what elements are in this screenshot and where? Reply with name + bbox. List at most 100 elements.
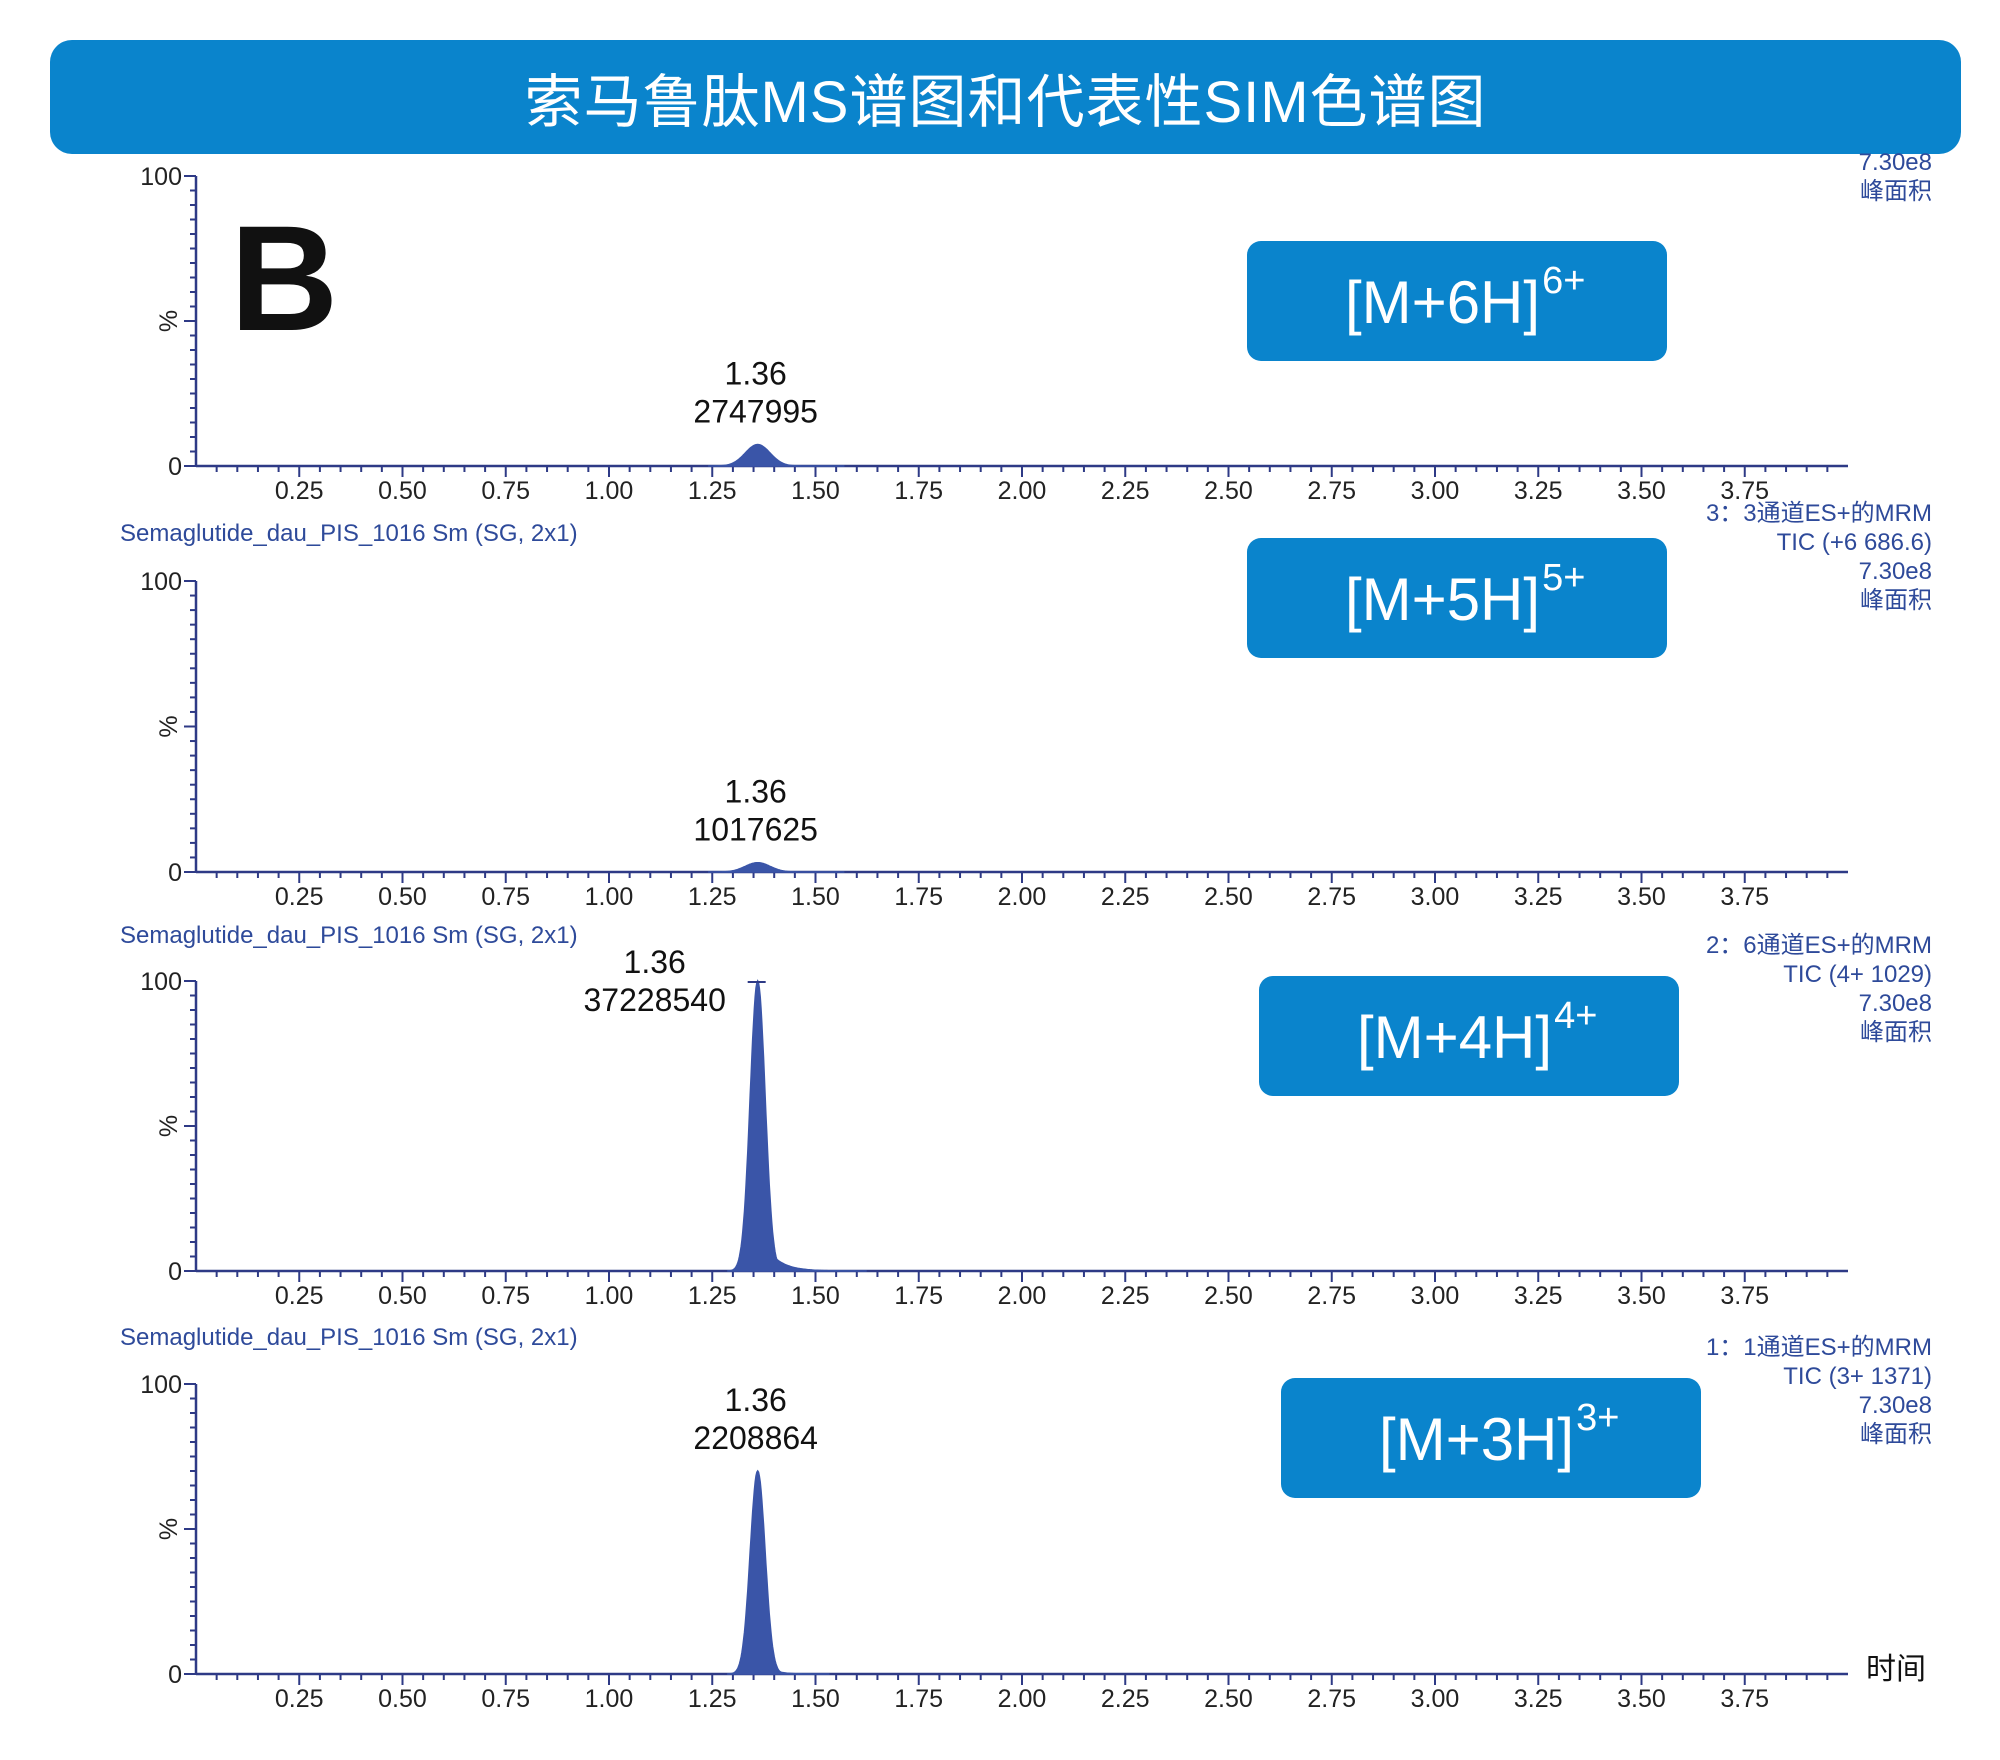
- title-banner: 索马鲁肽MS谱图和代表性SIM色谱图: [50, 40, 1961, 154]
- ion-label: [M+5H]: [1345, 566, 1540, 633]
- trace-info: 3：3通道ES+的MRM: [1706, 500, 1932, 527]
- x-tick-label: 1.75: [894, 883, 943, 911]
- x-tick-label: 0.75: [481, 1685, 530, 1713]
- x-tick-label: 3.25: [1514, 1282, 1563, 1310]
- x-tick-label: 2.50: [1204, 1685, 1253, 1713]
- x-tick-label: 2.00: [998, 883, 1047, 911]
- ion-label: [M+4H]: [1357, 1004, 1552, 1071]
- ion-label-box: [1259, 976, 1679, 1096]
- x-tick-label: 3.75: [1720, 1685, 1769, 1713]
- chart-title: 索马鲁肽MS谱图和代表性SIM色谱图: [524, 70, 1487, 135]
- trace-info: 峰面积: [1860, 1421, 1932, 1448]
- x-tick-label: 0.25: [275, 1685, 324, 1713]
- x-tick-label: 0.50: [378, 1685, 427, 1713]
- trace-info: 7.30e8: [1859, 558, 1932, 585]
- y-tick-label: 0: [168, 453, 182, 481]
- ion-label-box: [1247, 241, 1667, 361]
- x-tick-label: 3.25: [1514, 1685, 1563, 1713]
- ion-charge: 5+: [1542, 557, 1585, 599]
- x-tick-label: 3.50: [1617, 477, 1666, 505]
- x-tick-label: 2.50: [1204, 883, 1253, 911]
- trace-info: 7.30e8: [1859, 990, 1932, 1017]
- x-tick-label: 1.75: [894, 1282, 943, 1310]
- y-axis-percent-label: %: [155, 715, 183, 737]
- trace-info: TIC (4+ 1029): [1783, 961, 1932, 988]
- x-tick-label: 1.50: [791, 1685, 840, 1713]
- x-tick-label: 3.75: [1720, 1282, 1769, 1310]
- y-axis-percent-label: %: [155, 1115, 183, 1137]
- trace-info: TIC (+6 686.6): [1777, 529, 1932, 556]
- x-tick-label: 1.25: [688, 883, 737, 911]
- peak-rt-label: 1.36: [725, 774, 787, 810]
- x-tick-label: 3.50: [1617, 1685, 1666, 1713]
- x-tick-label: 1.75: [894, 1685, 943, 1713]
- x-tick-label: 3.50: [1617, 883, 1666, 911]
- ion-charge: 3+: [1576, 1397, 1619, 1439]
- y-tick-label: 0: [168, 859, 182, 887]
- trace-info: 峰面积: [1860, 587, 1932, 614]
- x-tick-label: 0.50: [378, 1282, 427, 1310]
- x-tick-label: 3.75: [1720, 883, 1769, 911]
- x-tick-label: 3.25: [1514, 883, 1563, 911]
- x-tick-label: 1.25: [688, 1685, 737, 1713]
- ion-charge: 6+: [1542, 260, 1585, 302]
- peak-area-label: 2208864: [693, 1420, 818, 1456]
- x-tick-label: 2.00: [998, 1685, 1047, 1713]
- y-axis-percent-label: %: [155, 1518, 183, 1540]
- x-tick-label: 0.75: [481, 1282, 530, 1310]
- trace-info: TIC (3+ 1371): [1783, 1363, 1932, 1390]
- y-axis-percent-label: %: [155, 310, 183, 332]
- y-tick-label: 100: [140, 968, 182, 996]
- peak-area-label: 1017625: [693, 812, 818, 848]
- y-tick-label: 100: [140, 163, 182, 191]
- sample-name: Semaglutide_dau_PIS_1016 Sm (SG, 2x1): [120, 520, 578, 547]
- x-tick-label: 3.00: [1411, 477, 1460, 505]
- peak-1: [708, 861, 845, 873]
- x-tick-label: 1.00: [585, 1282, 634, 1310]
- x-tick-label: 0.75: [481, 883, 530, 911]
- x-tick-label: 2.50: [1204, 1282, 1253, 1310]
- peak-rt-label: 1.36: [725, 356, 787, 392]
- y-tick-label: 0: [168, 1258, 182, 1286]
- x-tick-label: 2.00: [998, 477, 1047, 505]
- x-tick-label: 3.00: [1411, 1282, 1460, 1310]
- x-tick-label: 1.00: [585, 883, 634, 911]
- ion-label: [M+6H]: [1345, 269, 1540, 336]
- x-tick-label: 1.50: [791, 477, 840, 505]
- x-tick-label: 3.50: [1617, 1282, 1666, 1310]
- peak-area-label: 37228540: [583, 982, 725, 1018]
- x-tick-label: 2.75: [1307, 883, 1356, 911]
- x-tick-label: 2.25: [1101, 1282, 1150, 1310]
- x-tick-label: 2.00: [998, 1282, 1047, 1310]
- sample-name: Semaglutide_dau_PIS_1016 Sm (SG, 2x1): [120, 1324, 578, 1351]
- y-tick-label: 0: [168, 1661, 182, 1689]
- x-tick-label: 1.00: [585, 1685, 634, 1713]
- y-tick-label: 100: [140, 568, 182, 596]
- x-tick-label: 0.75: [481, 477, 530, 505]
- ion-label: [M+3H]: [1379, 1406, 1574, 1473]
- x-tick-label: 1.25: [688, 477, 737, 505]
- trace-info: 7.30e8: [1859, 1392, 1932, 1419]
- x-tick-label: 2.25: [1101, 883, 1150, 911]
- x-tick-label: 0.25: [275, 1282, 324, 1310]
- peak-area-label: 2747995: [693, 394, 818, 430]
- x-tick-label: 3.00: [1411, 883, 1460, 911]
- x-tick-label: 3.25: [1514, 477, 1563, 505]
- trace-info: 峰面积: [1860, 1019, 1932, 1046]
- panel-letter: B: [230, 194, 338, 362]
- peak-rt-label: 1.36: [725, 1382, 787, 1418]
- x-tick-label: 2.75: [1307, 1282, 1356, 1310]
- trace-info: 2：6通道ES+的MRM: [1706, 932, 1932, 959]
- trace-info: 7.30e8: [1859, 149, 1932, 176]
- x-tick-label: 1.50: [791, 883, 840, 911]
- trace-info: 峰面积: [1860, 178, 1932, 205]
- x-tick-label: 2.75: [1307, 477, 1356, 505]
- x-tick-label: 1.00: [585, 477, 634, 505]
- peak-0: [708, 443, 845, 467]
- x-tick-label: 0.25: [275, 883, 324, 911]
- sample-name: Semaglutide_dau_PIS_1016 Sm (SG, 2x1): [120, 922, 578, 949]
- ion-charge: 4+: [1554, 995, 1597, 1037]
- x-tick-label: 0.25: [275, 477, 324, 505]
- x-axis-title: 时间: [1866, 1653, 1926, 1686]
